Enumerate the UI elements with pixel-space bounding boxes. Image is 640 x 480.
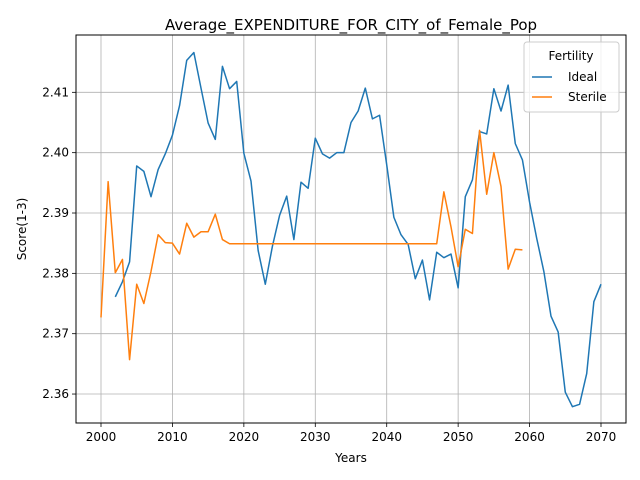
y-tick-label: 2.41 <box>42 85 69 99</box>
x-tick-label: 2040 <box>371 430 402 444</box>
y-tick-label: 2.38 <box>42 266 69 280</box>
x-tick-label: 2010 <box>157 430 188 444</box>
y-tick-label: 2.37 <box>42 327 69 341</box>
x-tick-label: 2070 <box>586 430 617 444</box>
x-axis: 2000 2010 2020 2030 2040 2050 2060 2070 <box>86 423 617 444</box>
y-tick-label: 2.36 <box>42 387 69 401</box>
x-tick-label: 2020 <box>229 430 260 444</box>
legend-label-sterile: Sterile <box>568 90 607 104</box>
legend-box <box>523 41 620 113</box>
y-tick-label: 2.39 <box>42 206 69 220</box>
x-tick-label: 2060 <box>514 430 545 444</box>
y-axis-label: Score(1-3) <box>15 198 29 261</box>
legend: Fertility Ideal Sterile <box>523 41 620 113</box>
series-lines <box>100 51 602 408</box>
legend-label-ideal: Ideal <box>568 70 597 84</box>
legend-title: Fertility <box>548 49 593 63</box>
x-tick-label: 2030 <box>300 430 331 444</box>
series-line-ideal <box>114 51 602 408</box>
x-axis-label: Years <box>334 451 367 465</box>
chart-title: Average_EXPENDITURE_FOR_CITY_of_Female_P… <box>165 16 537 35</box>
series-line-sterile <box>100 129 523 361</box>
plot-frame <box>75 34 627 424</box>
x-tick-label: 2050 <box>443 430 474 444</box>
y-tick-label: 2.40 <box>42 146 69 160</box>
y-axis: 2.36 2.37 2.38 2.39 2.40 2.41 <box>42 85 76 401</box>
x-tick-label: 2000 <box>86 430 117 444</box>
